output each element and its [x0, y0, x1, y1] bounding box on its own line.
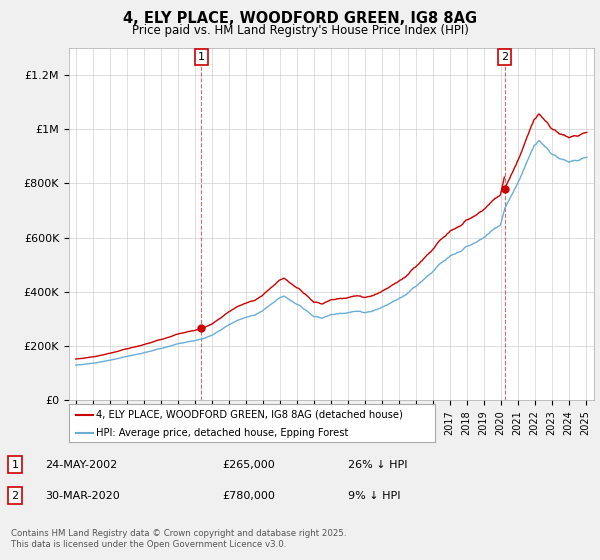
Text: 1: 1: [11, 460, 19, 470]
Text: Price paid vs. HM Land Registry's House Price Index (HPI): Price paid vs. HM Land Registry's House …: [131, 24, 469, 36]
Text: £780,000: £780,000: [222, 491, 275, 501]
Text: 24-MAY-2002: 24-MAY-2002: [45, 460, 117, 470]
Text: 2: 2: [501, 52, 508, 62]
Text: 2: 2: [11, 491, 19, 501]
Text: 1: 1: [198, 52, 205, 62]
Text: 4, ELY PLACE, WOODFORD GREEN, IG8 8AG: 4, ELY PLACE, WOODFORD GREEN, IG8 8AG: [123, 11, 477, 26]
Text: 4, ELY PLACE, WOODFORD GREEN, IG8 8AG (detached house): 4, ELY PLACE, WOODFORD GREEN, IG8 8AG (d…: [97, 410, 403, 420]
Text: £265,000: £265,000: [222, 460, 275, 470]
Text: 26% ↓ HPI: 26% ↓ HPI: [348, 460, 407, 470]
Text: 9% ↓ HPI: 9% ↓ HPI: [348, 491, 401, 501]
Text: 30-MAR-2020: 30-MAR-2020: [45, 491, 120, 501]
Text: HPI: Average price, detached house, Epping Forest: HPI: Average price, detached house, Eppi…: [97, 428, 349, 438]
Text: Contains HM Land Registry data © Crown copyright and database right 2025.
This d: Contains HM Land Registry data © Crown c…: [11, 529, 346, 549]
